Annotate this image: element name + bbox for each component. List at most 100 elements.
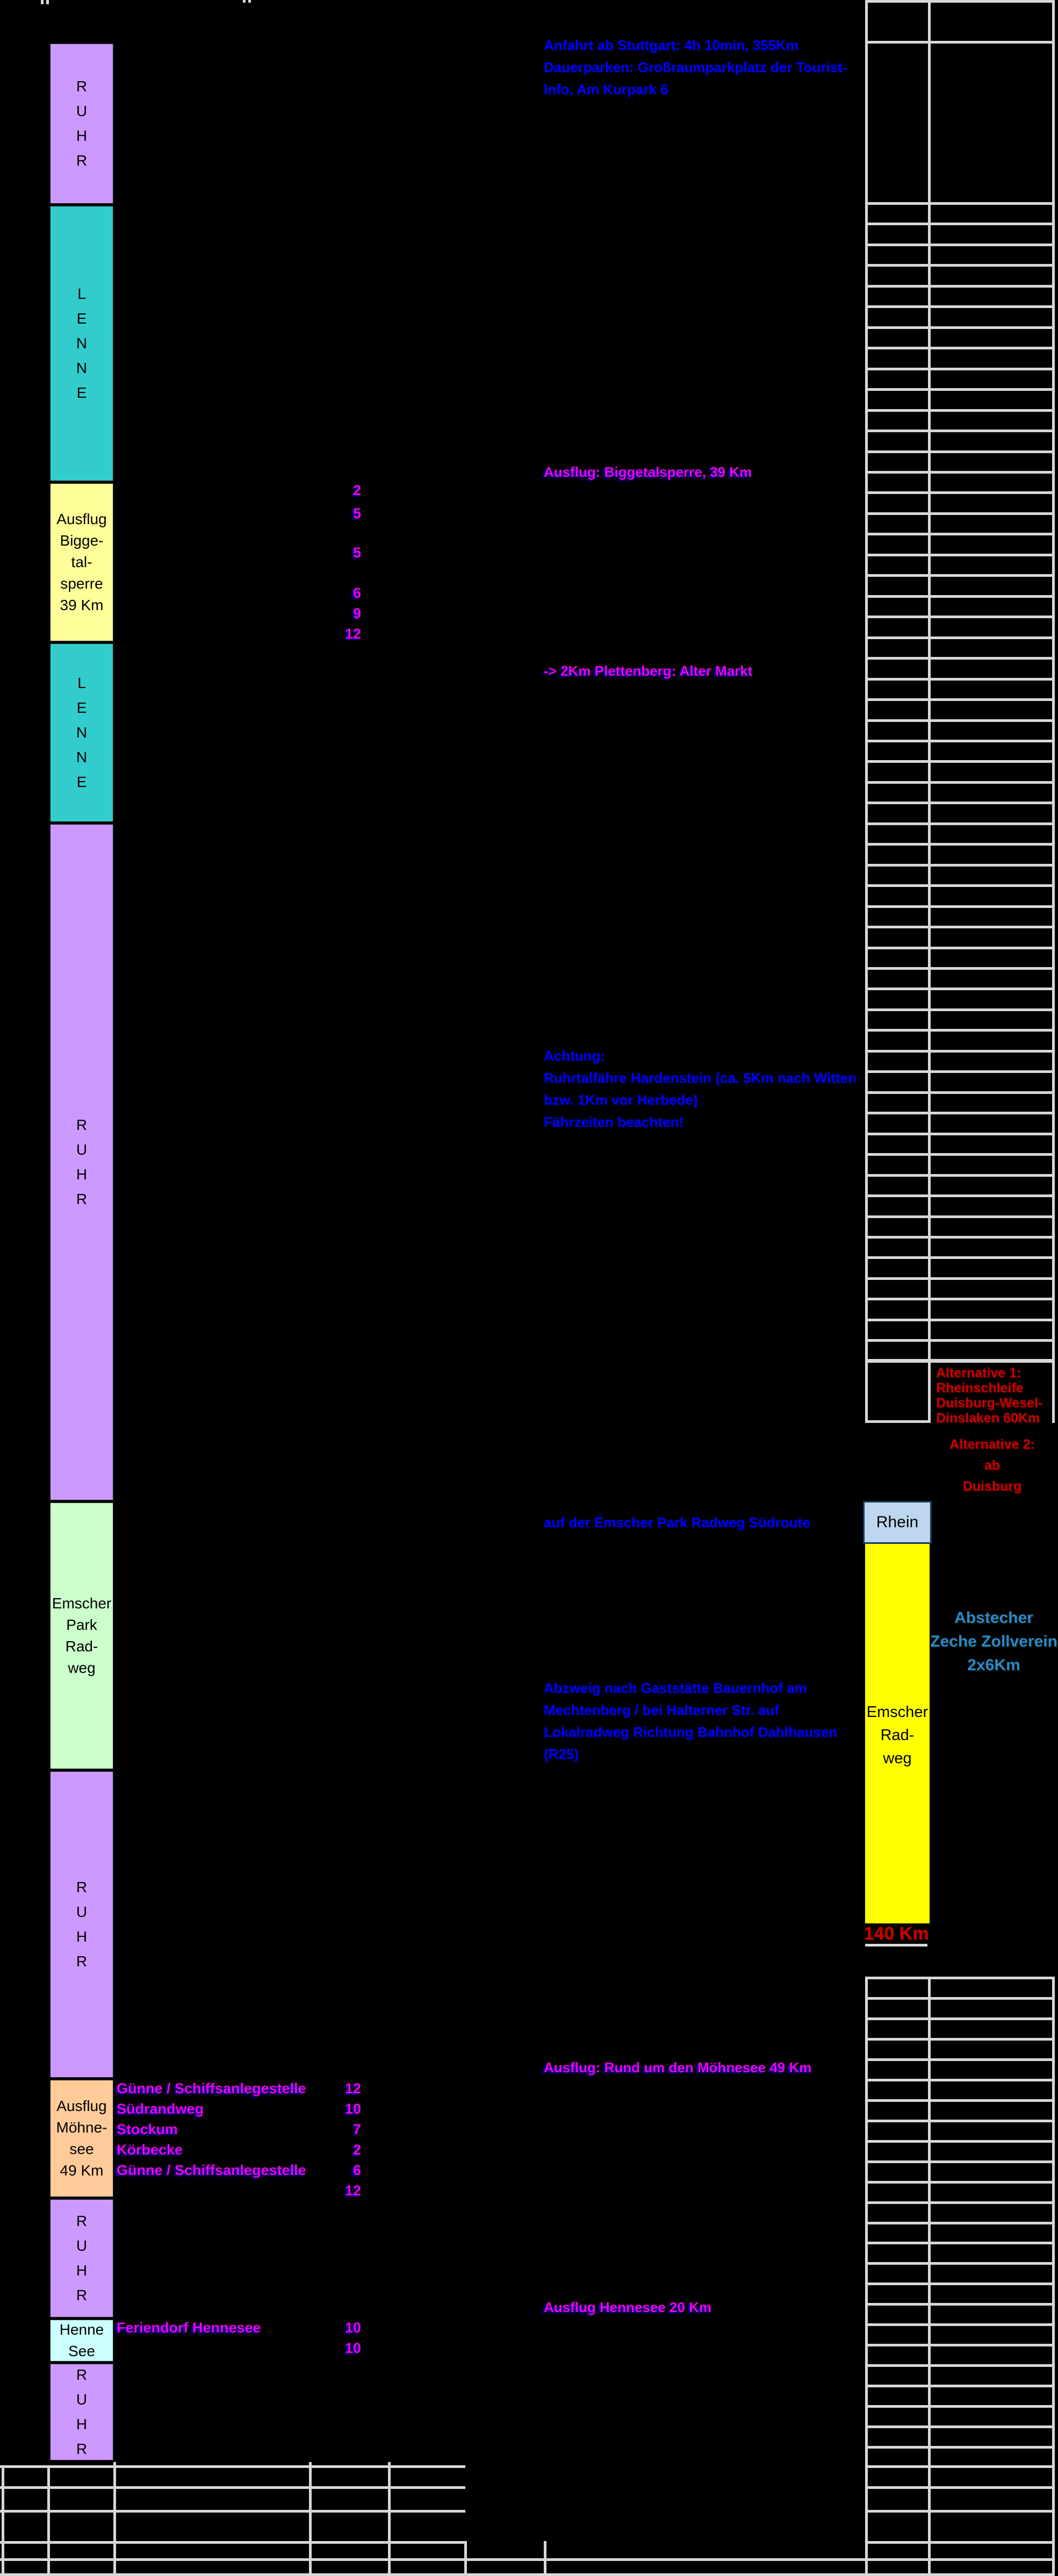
alternative-2-note: Alternative 2: ab Duisburg bbox=[949, 1437, 1035, 1494]
note-anfahrt-stuttgart: Anfahrt ab Stuttgart: 4h 10min, 355Km Da… bbox=[544, 37, 847, 97]
emscher-radweg-cell: Emscher Rad- weg bbox=[865, 1544, 930, 1923]
gridline bbox=[46, 0, 49, 4]
gridline bbox=[865, 1194, 1055, 1197]
gridline bbox=[865, 636, 1055, 639]
gridline bbox=[865, 533, 1055, 535]
gridline bbox=[865, 802, 1055, 804]
gridline bbox=[865, 2099, 1055, 2102]
gridline bbox=[865, 595, 1055, 598]
gridline bbox=[0, 2465, 465, 2468]
gridline bbox=[865, 1153, 1055, 1156]
gridline bbox=[0, 2573, 1055, 2576]
emscher-radweg-label: Emscher Rad- weg bbox=[866, 1704, 929, 1767]
gridline bbox=[865, 409, 1055, 412]
gridline bbox=[865, 781, 1055, 784]
gridline bbox=[865, 554, 1055, 556]
gridline bbox=[865, 2282, 1055, 2285]
gridline bbox=[865, 2262, 1055, 2265]
gridline bbox=[47, 2465, 50, 2576]
gridline bbox=[865, 244, 1055, 246]
gridline bbox=[865, 0, 1055, 3]
gridline bbox=[865, 1997, 1055, 2000]
gridline bbox=[865, 2486, 1055, 2489]
gridline bbox=[865, 740, 1055, 742]
station-km: 6 bbox=[352, 2162, 361, 2178]
gridline bbox=[865, 491, 1055, 494]
gridline bbox=[2, 2465, 4, 2576]
gridline bbox=[865, 1977, 868, 2576]
gridline bbox=[928, 0, 931, 1423]
gridline bbox=[865, 0, 868, 1423]
gridline bbox=[865, 368, 1055, 370]
gridline bbox=[865, 326, 1055, 329]
gridline bbox=[865, 1112, 1055, 1114]
station-name: Körbecke bbox=[117, 2142, 183, 2158]
gridline bbox=[41, 0, 44, 4]
gridline bbox=[865, 616, 1055, 618]
gridline bbox=[865, 2425, 1055, 2428]
gridline bbox=[865, 2344, 1055, 2346]
station-name: Stockum bbox=[117, 2121, 178, 2137]
gridline bbox=[865, 2181, 1055, 2184]
station-km: 2 bbox=[352, 2142, 361, 2158]
route-block-ruhr-3: R U H R bbox=[49, 1771, 114, 2078]
station-km: 9 bbox=[352, 605, 361, 621]
route-block-henne-see: Henne See bbox=[49, 2319, 114, 2362]
gridline bbox=[865, 2017, 1055, 2020]
gridline bbox=[865, 1050, 1055, 1053]
gridline bbox=[865, 2385, 1055, 2387]
gridline bbox=[865, 2541, 1055, 2544]
gridline bbox=[243, 0, 246, 3]
gridline bbox=[865, 1174, 1055, 1177]
gridline bbox=[0, 2541, 465, 2544]
note-plettenberg-alter-markt: -> 2Km Plettenberg: Alter Markt bbox=[544, 663, 753, 679]
gridline bbox=[309, 2462, 312, 2576]
gridline bbox=[865, 2058, 1055, 2061]
gridline bbox=[865, 1319, 1055, 1321]
rhein-header-cell: Rhein bbox=[863, 1501, 932, 1544]
gridline bbox=[865, 1944, 927, 1947]
station-name: Südrandweg bbox=[117, 2101, 204, 2117]
route-block-lenne-1: L E N N E bbox=[49, 205, 114, 482]
gridline bbox=[865, 2242, 1055, 2244]
station-name: Günne / Schiffsanlegestelle bbox=[117, 2080, 306, 2096]
gridline bbox=[865, 843, 1055, 846]
route-block-ruhr-4: R U H R bbox=[49, 2199, 114, 2318]
note-abzweig-mechtenberg: Abzweig nach Gaststätte Bauernhof am Mec… bbox=[544, 1680, 838, 1762]
note-ausflug-moehnesee: Ausflug: Rund um den Möhnesee 49 Km bbox=[544, 2059, 812, 2076]
station-km: 12 bbox=[344, 2080, 361, 2096]
station-km: 12 bbox=[344, 626, 361, 642]
gridline bbox=[865, 1070, 1055, 1073]
gridline bbox=[865, 884, 1055, 887]
gridline bbox=[865, 471, 1055, 474]
gridline bbox=[113, 2462, 116, 2576]
gridline bbox=[865, 1008, 1055, 1011]
route-block-ausflug-biggetalsperre: Ausflug Bigge- tal- sperre 39 Km bbox=[49, 483, 114, 642]
station-km: 10 bbox=[344, 2101, 361, 2117]
gridline bbox=[865, 2079, 1055, 2081]
gridline bbox=[544, 2541, 546, 2576]
station-km: 7 bbox=[352, 2121, 361, 2137]
gridline bbox=[865, 926, 1055, 928]
note-ausflug-hennesee: Ausflug Hennesee 20 Km bbox=[544, 2299, 712, 2315]
gridline bbox=[388, 2462, 391, 2576]
gridline bbox=[865, 678, 1055, 681]
gridline bbox=[865, 223, 1055, 225]
gridline bbox=[865, 905, 1055, 908]
gridline bbox=[0, 2510, 465, 2513]
alternative-1-note: Alternative 1: Rheinschleife Duisburg-We… bbox=[936, 1365, 1043, 1426]
gridline bbox=[865, 760, 1055, 763]
route-block-emscher-park-radweg: Emscher Park Rad- weg bbox=[49, 1502, 114, 1770]
gridline bbox=[865, 698, 1055, 701]
gridline bbox=[865, 1256, 1055, 1259]
gridline bbox=[1052, 0, 1055, 1423]
note-ausflug-biggetalsperre: Ausflug: Biggetalsperre, 39 Km bbox=[544, 464, 752, 480]
gridline bbox=[865, 512, 1055, 515]
gridline bbox=[865, 2140, 1055, 2143]
gridline bbox=[865, 864, 1055, 867]
gridline bbox=[865, 1215, 1055, 1218]
gridline bbox=[865, 1133, 1055, 1135]
note-emscher-suedroute: auf der Emscher Park Radweg Südroute bbox=[544, 1514, 810, 1530]
gridline bbox=[865, 1029, 1055, 1032]
station-km: 10 bbox=[344, 2340, 361, 2356]
